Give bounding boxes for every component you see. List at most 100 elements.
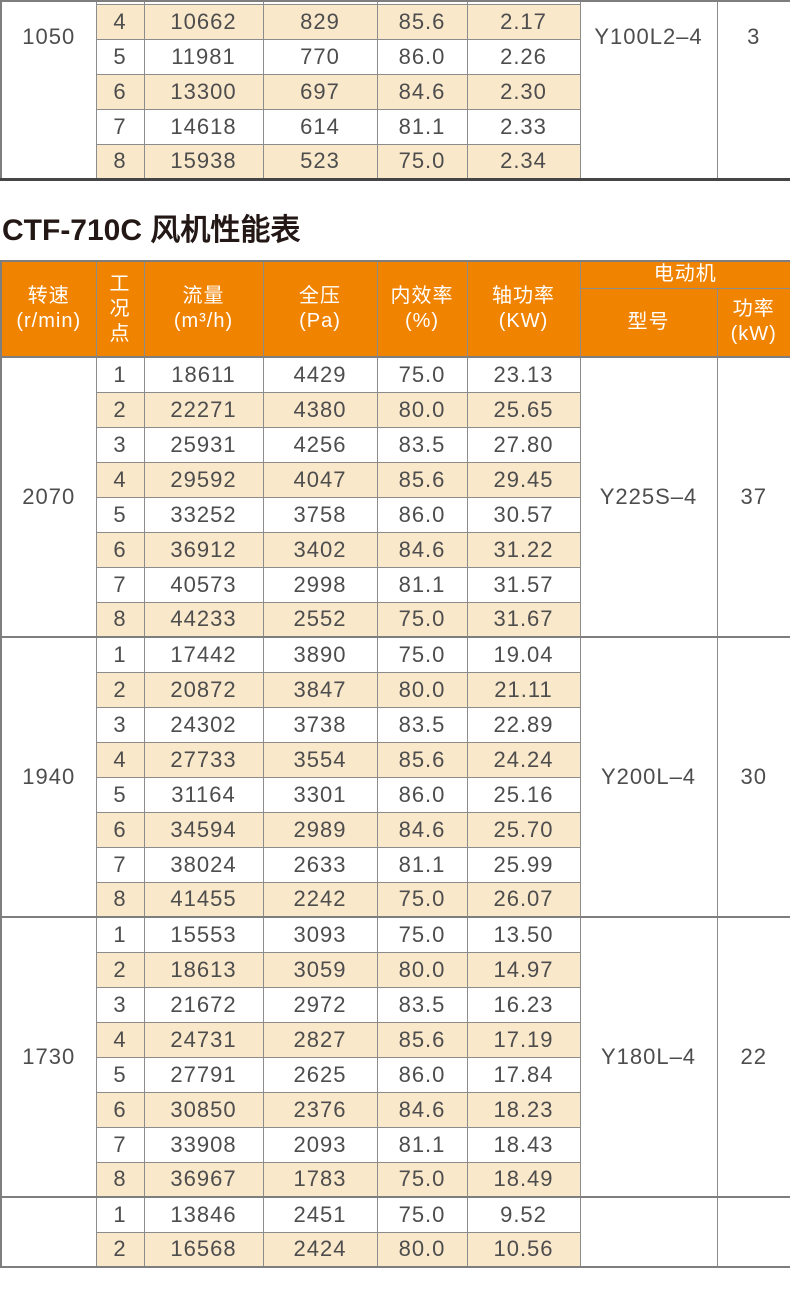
pressure-cell: 3758 [262, 496, 378, 533]
flow-cell: 18611 [143, 356, 264, 393]
pressure-cell: 3890 [262, 636, 378, 673]
flow-cell: 14618 [143, 108, 264, 145]
efficiency-cell: 75.0 [376, 916, 468, 953]
table-row: 2 16568 2424 80.0 10.56 [1, 1231, 790, 1268]
flow-cell: 24731 [143, 1021, 264, 1058]
header-pressure: 全压 (Pa) [262, 260, 378, 358]
pressure-cell: 4429 [262, 356, 378, 393]
flow-cell: 13300 [143, 73, 264, 110]
table-row: 6 34594 2989 84.6 25.70 [1, 811, 790, 848]
motor-model-cell: Y225S–4 [579, 356, 718, 638]
flow-cell: 27733 [143, 741, 264, 778]
shaft-power-cell: 25.16 [466, 776, 581, 813]
shaft-power-cell: 29.45 [466, 461, 581, 498]
table-row: 2 18613 3059 80.0 14.97 [1, 951, 790, 988]
pressure-cell: 2093 [262, 1126, 378, 1163]
pressure-cell: 829 [262, 3, 378, 40]
table-row: 6 30850 2376 84.6 18.23 [1, 1091, 790, 1128]
flow-cell: 33252 [143, 496, 264, 533]
performance-table-wrap: 转速 (r/min) 工 况 点 流量 (m³/h) 全压 (Pa) 内效率 (… [0, 260, 790, 1301]
shaft-power-cell: 17.84 [466, 1056, 581, 1093]
pressure-cell: 770 [262, 38, 378, 75]
flow-cell: 10662 [143, 3, 264, 40]
table-row: 7 38024 2633 81.1 25.99 [1, 846, 790, 883]
previous-performance-table: 1050 Y100L2–4 3 4 10662 829 85.6 2.17 5 11981 770 8… [0, 0, 790, 178]
pressure-cell: 3554 [262, 741, 378, 778]
point-cell: 7 [95, 566, 145, 603]
motor-power-cell: 30 [716, 636, 790, 918]
point-cell: 2 [95, 1231, 145, 1268]
table-row: 7 40573 2998 81.1 31.57 [1, 566, 790, 603]
point-cell: 8 [95, 143, 145, 178]
point-cell: 6 [95, 1091, 145, 1128]
shaft-power-cell: 31.57 [466, 566, 581, 603]
shaft-power-cell: 24.24 [466, 741, 581, 778]
point-cell: 4 [95, 461, 145, 498]
efficiency-cell: 75.0 [376, 601, 468, 638]
point-cell: 6 [95, 73, 145, 110]
motor-power-cell: 37 [716, 356, 790, 638]
table-row: 8 15938 523 75.0 2.34 [1, 143, 790, 178]
shaft-power-cell: 31.22 [466, 531, 581, 568]
efficiency-cell: 83.5 [376, 986, 468, 1023]
table-row: 1 13846 2451 75.0 9.52 [0, 1196, 790, 1268]
shaft-power-cell: 18.43 [466, 1126, 581, 1163]
table-row: 2070 1 18611 4429 75.0 23.13 Y225S–4 37 [0, 356, 790, 638]
pressure-cell: 1783 [262, 1161, 378, 1198]
point-cell: 5 [95, 1056, 145, 1093]
flow-cell: 31164 [143, 776, 264, 813]
shaft-power-cell: 18.49 [466, 1161, 581, 1198]
point-cell: 5 [95, 496, 145, 533]
shaft-power-cell: 22.89 [466, 706, 581, 743]
flow-cell: 16568 [143, 1231, 264, 1268]
flow-cell: 11981 [143, 38, 264, 75]
speed-cell [0, 1196, 97, 1268]
header-operating-point: 工 况 点 [95, 260, 145, 358]
flow-cell: 34594 [143, 811, 264, 848]
point-cell: 4 [95, 3, 145, 40]
efficiency-cell: 75.0 [376, 881, 468, 918]
header-motor: 电动机 [579, 260, 790, 289]
pressure-cell: 4380 [262, 391, 378, 428]
point-cell: 4 [95, 741, 145, 778]
flow-cell: 36967 [143, 1161, 264, 1198]
point-cell: 5 [95, 38, 145, 75]
speed-cell: 1050 [0, 0, 97, 178]
efficiency-cell: 80.0 [376, 1231, 468, 1268]
shaft-power-cell: 10.56 [466, 1231, 581, 1268]
table-row: 8 36967 1783 75.0 18.49 [1, 1161, 790, 1198]
point-cell: 2 [95, 671, 145, 708]
shaft-power-cell: 25.70 [466, 811, 581, 848]
pressure-cell: 3738 [262, 706, 378, 743]
efficiency-cell: 80.0 [376, 671, 468, 708]
pressure-cell: 3301 [262, 776, 378, 813]
table-row: 7 14618 614 81.1 2.33 [1, 108, 790, 145]
motor-model-cell: Y100L2–4 [579, 0, 718, 178]
table-row: 1730 1 15553 3093 75.0 13.50 Y180L–4 22 [0, 916, 790, 1198]
table-row: 8 44233 2552 75.0 31.67 [1, 601, 790, 638]
efficiency-cell: 80.0 [376, 951, 468, 988]
table-row: 5 31164 3301 86.0 25.16 [1, 776, 790, 813]
point-cell: 3 [95, 706, 145, 743]
efficiency-cell: 86.0 [376, 1056, 468, 1093]
flow-cell: 33908 [143, 1126, 264, 1163]
table-row: 4 10662 829 85.6 2.17 [1, 3, 790, 40]
pressure-cell: 3847 [262, 671, 378, 708]
motor-model-cell [579, 1196, 718, 1268]
flow-cell: 17442 [143, 636, 264, 673]
flow-cell: 15553 [143, 916, 264, 953]
shaft-power-cell: 19.04 [466, 636, 581, 673]
point-cell: 7 [95, 108, 145, 145]
efficiency-cell: 86.0 [376, 776, 468, 813]
table-row: 3 24302 3738 83.5 22.89 [1, 706, 790, 743]
table-row: 4 29592 4047 85.6 29.45 [1, 461, 790, 498]
pressure-cell: 2633 [262, 846, 378, 883]
shaft-power-cell: 25.65 [466, 391, 581, 428]
shaft-power-cell: 2.30 [466, 73, 581, 110]
efficiency-cell: 84.6 [376, 1091, 468, 1128]
pressure-cell: 2972 [262, 986, 378, 1023]
point-cell: 2 [95, 951, 145, 988]
shaft-power-cell: 14.97 [466, 951, 581, 988]
point-cell: 8 [95, 1161, 145, 1198]
efficiency-cell: 84.6 [376, 531, 468, 568]
